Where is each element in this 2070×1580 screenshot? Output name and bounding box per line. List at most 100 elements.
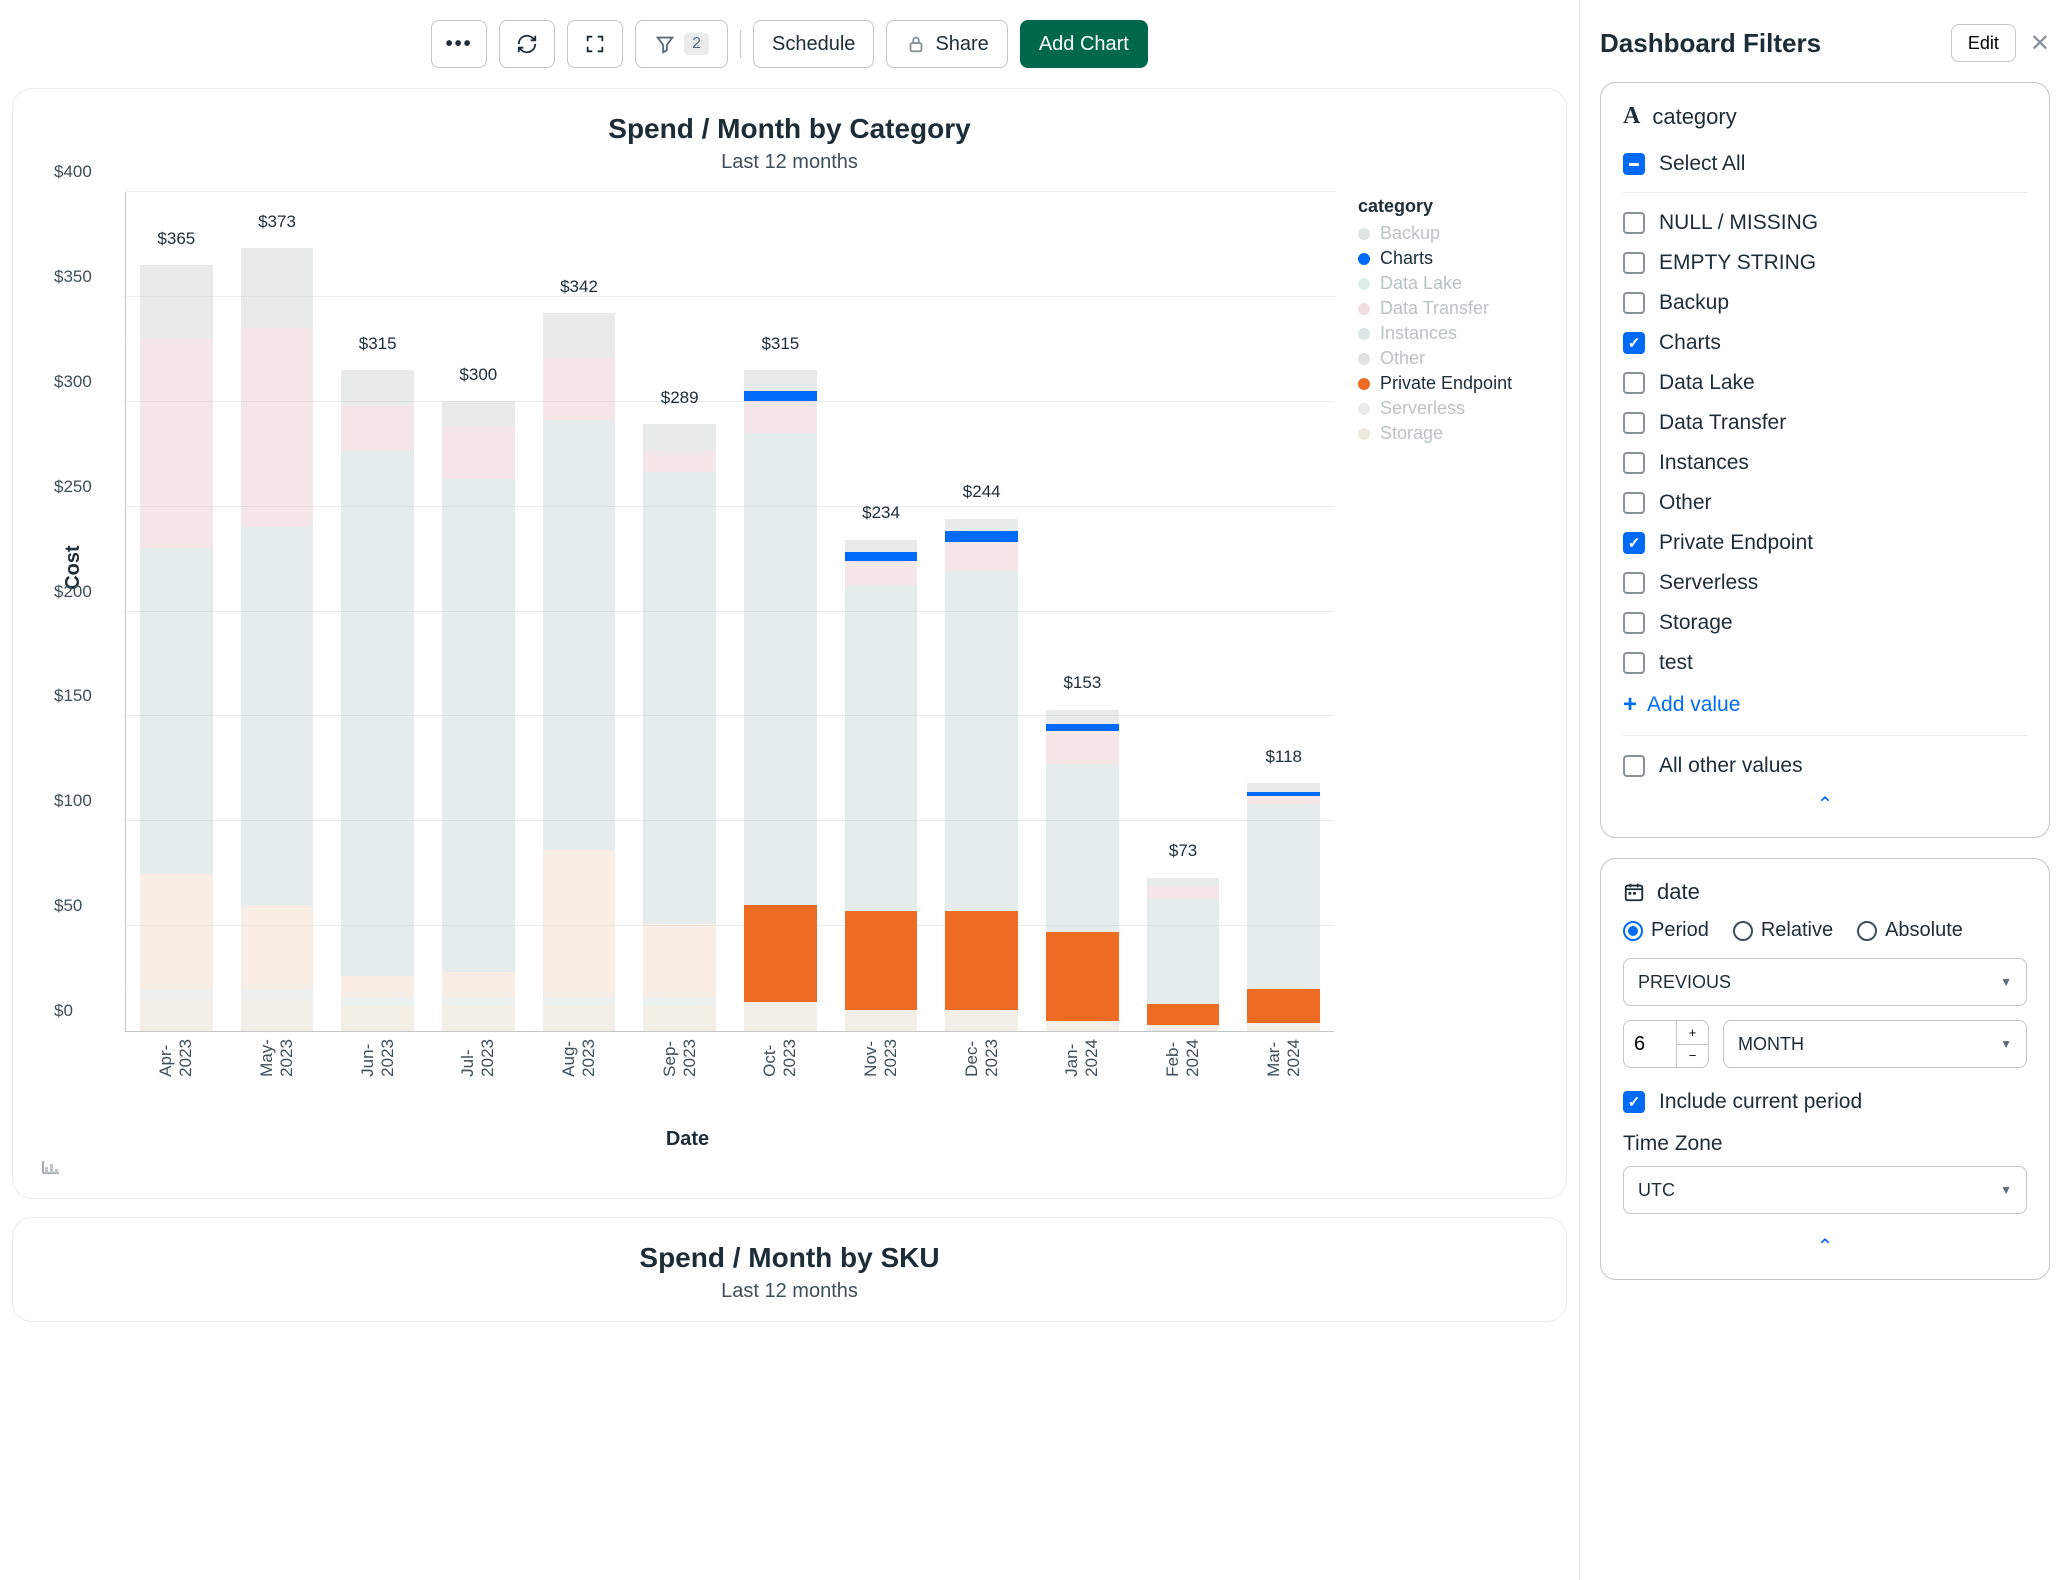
- bar-segment: [1147, 1025, 1219, 1031]
- category-filter-item[interactable]: Data Lake: [1623, 363, 2027, 403]
- bar[interactable]: $373May-2023: [227, 192, 328, 1031]
- sidebar-title: Dashboard Filters: [1600, 28, 1821, 59]
- legend-item[interactable]: Data Lake: [1358, 273, 1538, 294]
- category-filter-item[interactable]: Serverless: [1623, 563, 2027, 603]
- legend-item[interactable]: Private Endpoint: [1358, 373, 1538, 394]
- bar[interactable]: $365Apr-2023: [126, 192, 227, 1031]
- bar-segment: [341, 976, 413, 997]
- bar-segment: [543, 357, 615, 420]
- close-sidebar-button[interactable]: ✕: [2030, 29, 2050, 58]
- close-icon: ✕: [2030, 30, 2050, 57]
- category-filter-item[interactable]: NULL / MISSING: [1623, 203, 2027, 243]
- category-filter-item[interactable]: Data Transfer: [1623, 403, 2027, 443]
- bar-segment: [442, 1006, 514, 1031]
- bar-total-label: $244: [963, 482, 1001, 502]
- category-filter-item[interactable]: test: [1623, 643, 2027, 683]
- bar[interactable]: $315Jun-2023: [327, 192, 428, 1031]
- bar[interactable]: $234Nov-2023: [831, 192, 932, 1031]
- x-tick-label: Jun-2023: [358, 1039, 398, 1077]
- chevron-down-icon: ▼: [2000, 1037, 2012, 1051]
- period-count-stepper[interactable]: + −: [1623, 1020, 1709, 1068]
- bar-segment: [341, 405, 413, 451]
- category-filter-item[interactable]: Storage: [1623, 603, 2027, 643]
- text-type-icon: A: [1623, 103, 1640, 130]
- filter-button[interactable]: 2: [635, 20, 728, 68]
- bar[interactable]: $118Mar-2024: [1233, 192, 1334, 1031]
- bar-segment: [1247, 783, 1319, 791]
- schedule-button[interactable]: Schedule: [753, 20, 874, 68]
- bar-segment: [241, 1000, 313, 1032]
- legend-item[interactable]: Other: [1358, 348, 1538, 369]
- chart-card-category: Spend / Month by Category Last 12 months…: [12, 88, 1567, 1199]
- period-direction-select[interactable]: PREVIOUS ▼: [1623, 958, 2027, 1006]
- timezone-select[interactable]: UTC ▼: [1623, 1166, 2027, 1214]
- bar[interactable]: $73Feb-2024: [1133, 192, 1234, 1031]
- checkbox-icon: [1623, 252, 1645, 274]
- bar-segment: [442, 997, 514, 1005]
- step-down-button[interactable]: −: [1677, 1045, 1708, 1068]
- bar-segment: [140, 265, 212, 339]
- chart-title: Spend / Month by SKU: [41, 1242, 1538, 1274]
- all-other-values-row[interactable]: All other values: [1623, 746, 2027, 786]
- bar[interactable]: $153Jan-2024: [1032, 192, 1133, 1031]
- fullscreen-button[interactable]: [567, 20, 623, 68]
- bar-segment: [543, 850, 615, 997]
- include-current-row[interactable]: Include current period: [1623, 1082, 2027, 1122]
- legend-item[interactable]: Data Transfer: [1358, 298, 1538, 319]
- category-filter-item[interactable]: Charts: [1623, 323, 2027, 363]
- filters-sidebar: Dashboard Filters Edit ✕ A category Sele…: [1580, 0, 2070, 1580]
- bar-segment: [643, 924, 715, 998]
- refresh-button[interactable]: [499, 20, 555, 68]
- category-filter-item[interactable]: EMPTY STRING: [1623, 243, 2027, 283]
- bar[interactable]: $289Sep-2023: [629, 192, 730, 1031]
- add-chart-button[interactable]: Add Chart: [1020, 20, 1148, 68]
- bar-segment: [1046, 764, 1118, 932]
- legend-item[interactable]: Charts: [1358, 248, 1538, 269]
- checkbox-icon: [1623, 572, 1645, 594]
- collapse-button[interactable]: ⌃: [1623, 1228, 2027, 1259]
- bar[interactable]: $244Dec-2023: [931, 192, 1032, 1031]
- bar-segment: [1147, 878, 1219, 886]
- legend-item[interactable]: Instances: [1358, 323, 1538, 344]
- bar[interactable]: $315Oct-2023: [730, 192, 831, 1031]
- period-unit-select[interactable]: MONTH ▼: [1723, 1020, 2027, 1068]
- y-tick-label: $0: [54, 1001, 73, 1021]
- bar-segment: [643, 472, 715, 924]
- edit-filters-button[interactable]: Edit: [1951, 24, 2016, 62]
- select-all-row[interactable]: Select All: [1623, 144, 2027, 184]
- lock-icon: [905, 33, 927, 55]
- more-button[interactable]: •••: [431, 20, 487, 68]
- category-filter-item[interactable]: Other: [1623, 483, 2027, 523]
- ellipsis-icon: •••: [446, 33, 473, 56]
- bar-segment: [442, 972, 514, 997]
- bar[interactable]: $342Aug-2023: [529, 192, 630, 1031]
- date-mode-radio[interactable]: Absolute: [1857, 919, 1963, 942]
- category-filter-item[interactable]: Instances: [1623, 443, 2027, 483]
- bar-total-label: $153: [1063, 673, 1101, 693]
- date-mode-radio[interactable]: Period: [1623, 919, 1709, 942]
- legend-item[interactable]: Backup: [1358, 223, 1538, 244]
- bar-segment: [140, 989, 212, 1000]
- collapse-button[interactable]: ⌃: [1623, 786, 2027, 817]
- category-filter-item[interactable]: Private Endpoint: [1623, 523, 2027, 563]
- checkbox-icon: [1623, 755, 1645, 777]
- legend-item[interactable]: Storage: [1358, 423, 1538, 444]
- bar-segment: [845, 911, 917, 1010]
- category-filter-item[interactable]: Backup: [1623, 283, 2027, 323]
- period-count-input[interactable]: [1624, 1021, 1676, 1067]
- date-mode-radio[interactable]: Relative: [1733, 919, 1833, 942]
- legend-item[interactable]: Serverless: [1358, 398, 1538, 419]
- bar-segment: [140, 1000, 212, 1032]
- plus-icon: +: [1623, 691, 1637, 719]
- add-value-button[interactable]: + Add value: [1623, 683, 2027, 727]
- bar[interactable]: $300Jul-2023: [428, 192, 529, 1031]
- chart-card-sku: Spend / Month by SKU Last 12 months: [12, 1217, 1567, 1322]
- chart-plot-area: Cost $0$50$100$150$200$250$300$350$400$3…: [41, 192, 1334, 1180]
- step-up-button[interactable]: +: [1677, 1021, 1708, 1045]
- legend-swatch-icon: [1358, 403, 1370, 415]
- x-tick-label: Feb-2024: [1163, 1039, 1203, 1077]
- share-button[interactable]: Share: [886, 20, 1007, 68]
- checkbox-checked-icon: [1623, 332, 1645, 354]
- bar-segment: [744, 433, 816, 906]
- bar-total-label: $315: [359, 334, 397, 354]
